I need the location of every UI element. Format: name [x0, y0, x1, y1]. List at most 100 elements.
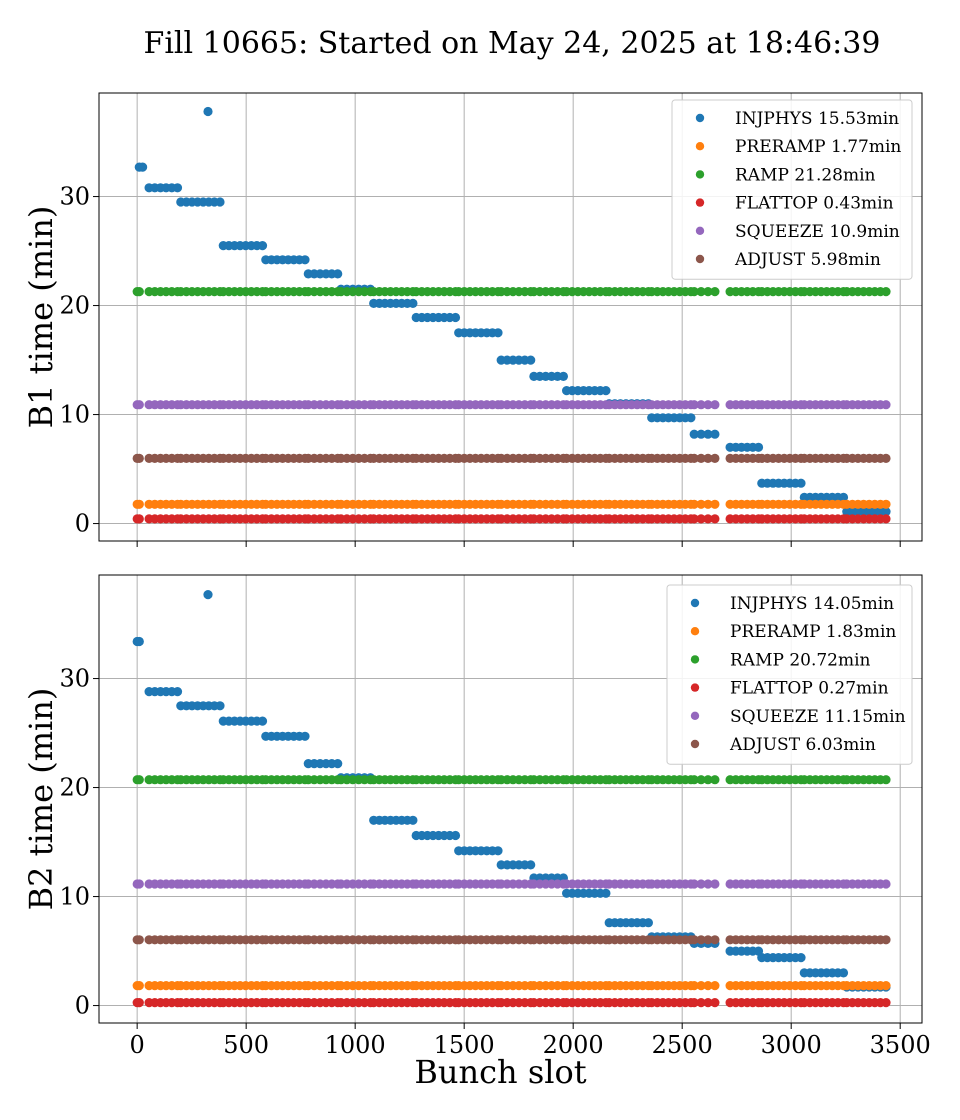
data-point-preramp: [703, 499, 713, 509]
data-point-injphys: [526, 860, 536, 870]
data-point-squeeze: [696, 400, 706, 410]
data-point-adjust: [696, 453, 706, 463]
data-point-adjust: [689, 453, 699, 463]
data-point-injphys: [215, 701, 225, 711]
data-point-ramp: [696, 775, 706, 785]
legend-label: INJPHYS 14.05min: [730, 594, 894, 614]
data-point-adjust: [696, 935, 706, 945]
data-point-injphys: [300, 255, 310, 265]
legend-label: ADJUST 5.98min: [734, 250, 881, 270]
data-point-injphys: [408, 298, 418, 308]
data-point-flattop: [703, 998, 713, 1008]
data-point-squeeze: [696, 879, 706, 889]
data-points: [132, 106, 891, 524]
x-tick-label: 0: [130, 1031, 145, 1059]
data-point-injphys: [493, 846, 503, 856]
data-point-flattop: [134, 514, 144, 524]
data-point-ramp: [134, 287, 144, 297]
data-point-squeeze: [689, 879, 699, 889]
data-point-injphys: [689, 429, 699, 439]
data-point-flattop: [134, 998, 144, 1008]
legend-marker: [695, 226, 705, 235]
data-point-ramp: [881, 287, 891, 297]
data-point-preramp: [696, 499, 706, 509]
data-point-flattop: [881, 998, 891, 1008]
x-tick-label: 3000: [761, 1031, 822, 1059]
y-tick-label: 30: [59, 665, 90, 693]
legend-label: RAMP 21.28min: [735, 165, 876, 185]
data-point-injphys: [300, 731, 310, 741]
data-point-squeeze: [881, 879, 891, 889]
x-tick-label: 2000: [543, 1031, 604, 1059]
data-point-preramp: [881, 499, 891, 509]
x-axis-label: Bunch slot: [414, 1053, 586, 1091]
data-point-flattop: [710, 998, 720, 1008]
plot-frame: [98, 92, 923, 542]
y-tick-label: 0: [75, 510, 90, 538]
data-point-squeeze: [689, 400, 699, 410]
data-point-flattop: [696, 514, 706, 524]
data-point-preramp: [710, 981, 720, 991]
legend-label: SQUEEZE 10.9min: [735, 222, 900, 242]
data-point-injphys: [643, 918, 654, 928]
legend-label: PRERAMP 1.77min: [735, 137, 901, 157]
y-tick-label: 0: [75, 992, 90, 1020]
data-point-adjust: [703, 935, 713, 945]
legend-label: ADJUST 6.03min: [729, 735, 876, 755]
data-point-preramp: [710, 499, 720, 509]
legend-label: SQUEEZE 11.15min: [730, 707, 906, 727]
legend-marker: [690, 683, 700, 692]
data-point-injphys: [696, 429, 706, 439]
data-point-injphys: [703, 429, 713, 439]
data-point-preramp: [689, 981, 699, 991]
data-point-injphys: [686, 413, 696, 423]
data-point-adjust: [710, 453, 720, 463]
data-point-adjust: [881, 453, 891, 463]
data-point-ramp: [689, 287, 699, 297]
legend-box: [666, 584, 913, 765]
y-tick-label: 30: [59, 183, 90, 211]
legend-marker: [690, 598, 700, 608]
legend-label: PRERAMP 1.83min: [730, 622, 896, 642]
legend-label: RAMP 20.72min: [730, 650, 871, 670]
x-tick-label: 2500: [652, 1031, 713, 1059]
legend-marker: [690, 739, 700, 749]
data-points: [132, 590, 891, 1008]
data-point-injphys: [450, 830, 461, 841]
data-point-ramp: [710, 287, 720, 297]
data-point-squeeze: [134, 879, 144, 889]
data-point-injphys: [203, 106, 213, 117]
legend-marker: [690, 655, 700, 664]
data-point-injphys: [257, 716, 268, 726]
data-point-flattop: [696, 998, 706, 1008]
data-point-adjust: [710, 935, 720, 945]
x-tick-label: 1000: [325, 1031, 386, 1059]
data-point-injphys: [753, 442, 764, 452]
data-point-injphys: [881, 507, 891, 517]
x-tick-label: 500: [223, 1031, 269, 1059]
y-tick-label: 10: [59, 883, 90, 911]
data-point-injphys: [134, 636, 144, 647]
legend-label: FLATTOP 0.27min: [730, 679, 889, 699]
data-point-injphys: [333, 269, 343, 279]
legend-marker: [690, 627, 700, 636]
data-point-ramp: [696, 287, 706, 297]
data-point-ramp: [703, 775, 713, 785]
data-point-injphys: [601, 386, 611, 396]
y-tick-label: 10: [59, 401, 90, 429]
data-point-squeeze: [134, 400, 144, 410]
data-point-preramp: [703, 981, 713, 991]
data-point-squeeze: [703, 400, 713, 410]
data-point-injphys: [215, 197, 225, 207]
legend-label: FLATTOP 0.43min: [735, 194, 894, 214]
data-point-injphys: [172, 687, 183, 697]
data-point-flattop: [689, 998, 699, 1008]
data-point-squeeze: [703, 879, 713, 889]
data-point-injphys: [526, 355, 536, 365]
data-point-injphys: [257, 241, 268, 251]
data-point-injphys: [450, 312, 461, 323]
legend: INJPHYS 15.53min PRERAMP 1.77min RAMP 21.2…: [671, 99, 913, 280]
